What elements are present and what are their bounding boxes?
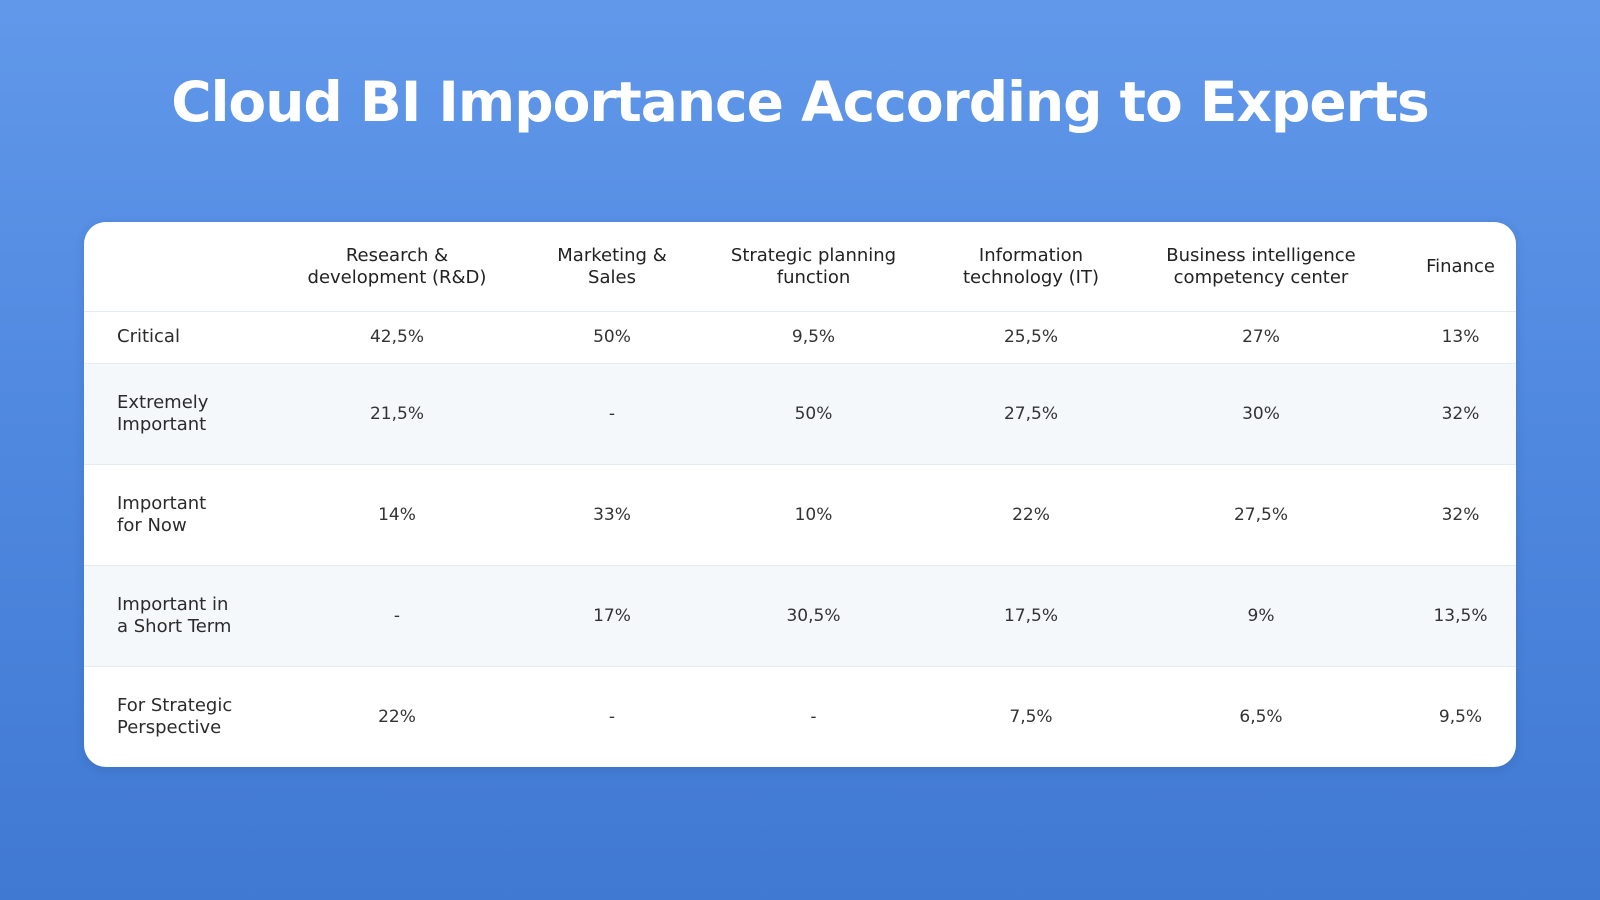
table-cell: 32% bbox=[1441, 505, 1480, 526]
row-label: Important in a Short Term bbox=[84, 566, 252, 667]
table-cell: 32% bbox=[1441, 403, 1480, 424]
row-label: Important for Now bbox=[84, 464, 252, 565]
table-cell: 13% bbox=[1441, 327, 1480, 348]
header-label-strategic: Strategic planning function bbox=[730, 244, 897, 288]
header-label-it: Information technology (IT) bbox=[962, 244, 1100, 288]
row-label: Critical bbox=[84, 312, 252, 364]
header-cell-marketing: Marketing & Sales bbox=[542, 222, 682, 312]
row-label-text: Important in a Short Term bbox=[117, 594, 232, 638]
table-row: Extremely Important 21,5% - 50% 27,5% 30… bbox=[84, 363, 1516, 465]
table-cell: 42,5% bbox=[369, 327, 424, 348]
table-cell: 50% bbox=[593, 327, 631, 348]
table-cell: - bbox=[608, 707, 616, 728]
row-label: Extremely Important bbox=[84, 363, 252, 464]
row-label-text: For Strategic Perspective bbox=[117, 695, 233, 739]
table-cell: - bbox=[608, 403, 616, 424]
header-cell-empty bbox=[84, 222, 252, 312]
header-cell-it: Information technology (IT) bbox=[945, 222, 1117, 312]
header-label-bicc: Business intelligence competency center bbox=[1166, 244, 1356, 288]
table-cell: 9,5% bbox=[791, 327, 836, 348]
table-cell: 17% bbox=[593, 606, 631, 627]
header-label-finance: Finance bbox=[1426, 255, 1495, 277]
table-cell: 33% bbox=[593, 505, 631, 526]
header-label-marketing: Marketing & Sales bbox=[557, 244, 667, 288]
header-cell-strategic: Strategic planning function bbox=[682, 222, 945, 312]
row-label-text: Extremely Important bbox=[117, 391, 209, 435]
table-cell: 30% bbox=[1242, 403, 1280, 424]
page-title: Cloud BI Importance According to Experts bbox=[171, 70, 1430, 134]
table-cell: 9% bbox=[1247, 606, 1275, 627]
table-cell: 14% bbox=[378, 505, 416, 526]
table-cell: 27,5% bbox=[1233, 505, 1288, 526]
importance-table: Research & development (R&D) Marketing &… bbox=[84, 222, 1516, 767]
row-label-text: Important for Now bbox=[117, 493, 207, 537]
table-cell: - bbox=[810, 707, 817, 728]
table-cell: - bbox=[393, 606, 401, 627]
table-cell: 6,5% bbox=[1239, 707, 1283, 728]
table-cell: 9,5% bbox=[1438, 707, 1483, 728]
row-label-text: Critical bbox=[117, 326, 180, 348]
header-cell-bicc: Business intelligence competency center bbox=[1117, 222, 1405, 312]
table-cell: 27,5% bbox=[1003, 403, 1058, 424]
header-cell-rnd: Research & development (R&D) bbox=[252, 222, 542, 312]
table-header-row: Research & development (R&D) Marketing &… bbox=[84, 222, 1516, 312]
table-row: For Strategic Perspective 22% - - 7,5% 6… bbox=[84, 666, 1516, 767]
table-cell: 25,5% bbox=[1003, 327, 1058, 348]
table-cell: 22% bbox=[378, 707, 416, 728]
row-label: For Strategic Perspective bbox=[84, 667, 252, 767]
table-cell: 30,5% bbox=[786, 606, 841, 627]
table-cell: 7,5% bbox=[1009, 707, 1053, 728]
table-row: Important for Now 14% 33% 10% 22% 27,5% … bbox=[84, 464, 1516, 565]
table-cell: 17,5% bbox=[1003, 606, 1058, 627]
table-cell: 27% bbox=[1242, 327, 1280, 348]
table-row: Critical 42,5% 50% 9,5% 25,5% 27% 13% bbox=[84, 311, 1516, 364]
table-cell: 50% bbox=[794, 403, 833, 424]
table-row: Important in a Short Term - 17% 30,5% 17… bbox=[84, 565, 1516, 667]
data-table-card: Research & development (R&D) Marketing &… bbox=[84, 222, 1516, 767]
table-cell: 13,5% bbox=[1433, 606, 1488, 627]
table-cell: 21,5% bbox=[369, 403, 424, 424]
table-cell: 10% bbox=[794, 505, 833, 526]
table-cell: 22% bbox=[1012, 505, 1050, 526]
header-cell-finance: Finance bbox=[1405, 222, 1516, 312]
header-label-rnd: Research & development (R&D) bbox=[307, 244, 487, 288]
